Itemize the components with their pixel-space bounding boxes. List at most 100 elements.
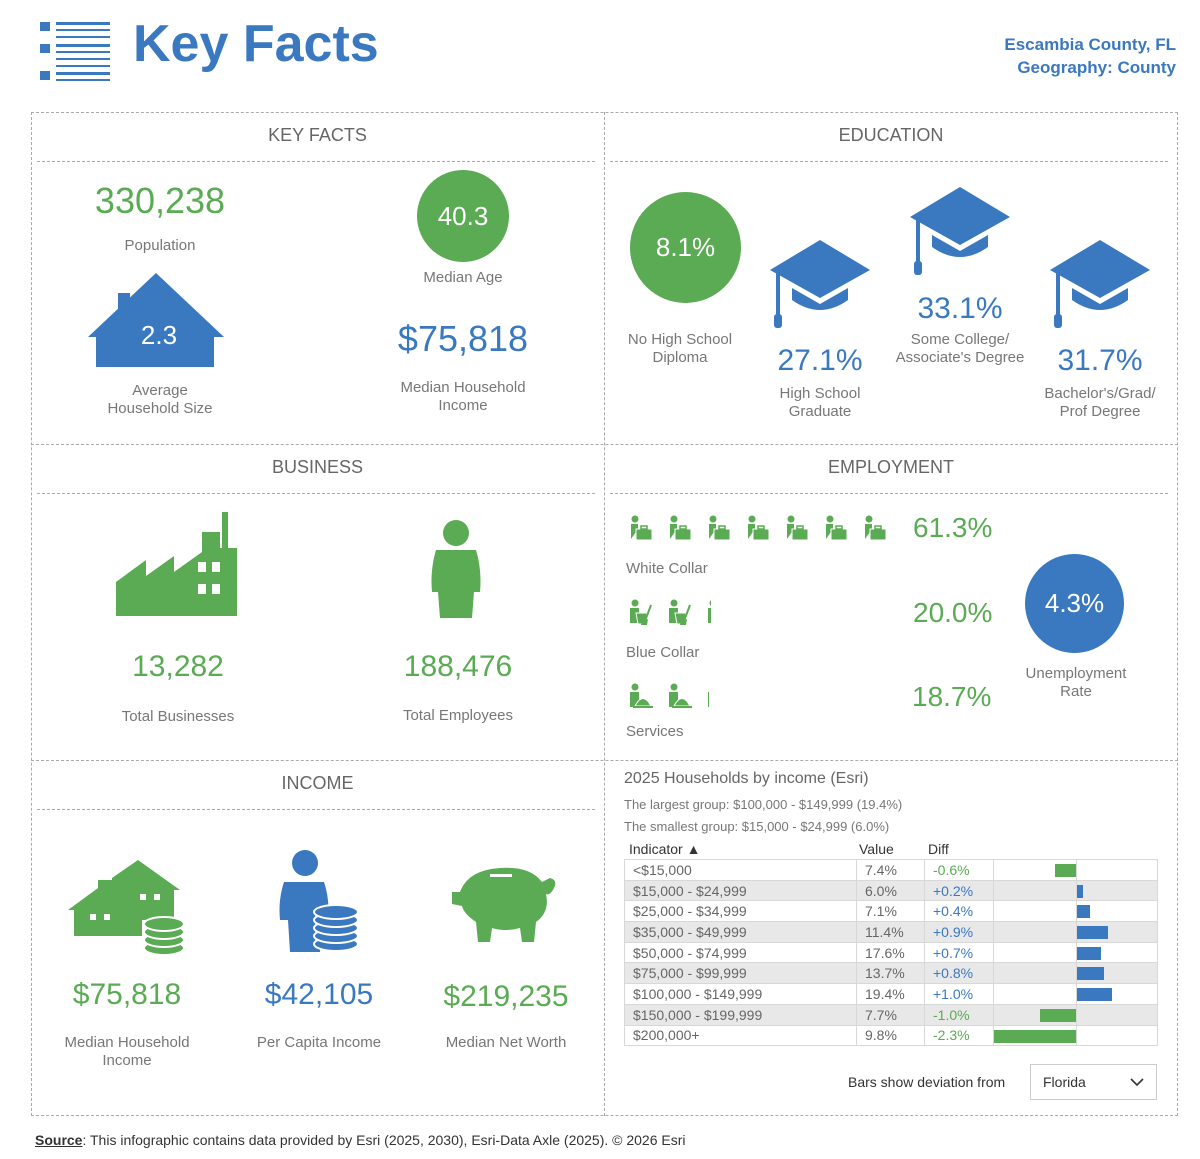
no-high-school-label: No High School Diploma — [605, 331, 755, 367]
blue-collar-label: Blue Collar — [626, 644, 700, 661]
no-high-school-circle: 8.1% — [630, 192, 741, 303]
label-line: Median Household — [64, 1034, 190, 1051]
white-collar-worker-icon — [862, 515, 888, 543]
services-value: 18.7% — [912, 681, 992, 712]
table-row: $100,000 - $149,999 19.4% +1.0% — [624, 983, 1158, 1005]
bar-cell — [993, 983, 1158, 1005]
indicator-cell: $35,000 - $49,999 — [624, 921, 857, 943]
location-name: Escambia County, FL — [1004, 35, 1176, 54]
households-title: 2025 Households by income (Esri) — [624, 770, 869, 787]
label-line: High School — [779, 385, 861, 402]
column-header-value[interactable]: Value — [859, 841, 894, 857]
house-icon — [88, 273, 224, 367]
location: Escambia County, FL Geography: County — [1004, 33, 1176, 79]
value-cell: 13.7% — [856, 962, 925, 985]
value-cell: 19.4% — [856, 983, 925, 1005]
diff-cell: -0.6% — [924, 859, 994, 881]
population-value: 330,238 — [94, 180, 226, 221]
indicator-cell: $50,000 - $74,999 — [624, 941, 857, 964]
table-row: <$15,000 7.4% -0.6% — [624, 859, 1158, 881]
services-worker-icon — [628, 683, 654, 711]
largest-group: The largest group: $100,000 - $149,999 (… — [624, 797, 903, 812]
total-employees-label: Total Employees — [402, 707, 514, 724]
table-row: $35,000 - $49,999 11.4% +0.9% — [624, 921, 1158, 943]
some-college-label: Some College/Associate's Degree — [880, 331, 1040, 367]
bachelors-label: Bachelor's/Grad/Prof Degree — [1020, 385, 1180, 421]
population-label: Population — [124, 237, 196, 254]
bar-cell — [993, 900, 1158, 923]
white-collar-icons — [628, 515, 888, 543]
white-collar-value: 61.3% — [913, 512, 993, 543]
bar-cell — [993, 859, 1158, 881]
unemployment-label: Unemployment Rate — [1000, 665, 1152, 701]
label-line: No High School — [627, 331, 733, 348]
education-title: EDUCATION — [838, 125, 944, 145]
services-worker-icon — [706, 683, 709, 711]
value-cell: 17.6% — [856, 941, 925, 964]
deviation-label: Bars show deviation from — [848, 1074, 1006, 1090]
bachelors-value: 31.7% — [1057, 344, 1143, 377]
zero-line — [1076, 1025, 1077, 1046]
deviation-bar — [1076, 988, 1112, 1002]
indicator-cell: $100,000 - $149,999 — [624, 983, 857, 1005]
business-title: BUSINESS — [271, 457, 364, 477]
income-median-household-label: Median Household Income — [27, 1034, 227, 1070]
deviation-bar — [1040, 1008, 1076, 1022]
blue-collar-icons — [628, 599, 712, 627]
white-collar-worker-icon — [823, 515, 849, 543]
zero-line — [1076, 922, 1077, 942]
table-row: $200,000+ 9.8% -2.3% — [624, 1024, 1158, 1047]
label-line: Median Household — [400, 379, 526, 396]
white-collar-worker-icon — [745, 515, 771, 543]
employment-title: EMPLOYMENT — [827, 457, 955, 477]
diff-cell: -1.0% — [924, 1003, 994, 1026]
zero-line — [1076, 901, 1077, 922]
bar-cell — [993, 1003, 1158, 1026]
value-cell: 9.8% — [856, 1024, 925, 1047]
chevron-down-icon — [1130, 1078, 1144, 1087]
value-cell: 7.7% — [856, 1003, 925, 1026]
source-link[interactable]: Source — [35, 1132, 83, 1148]
table-row: $15,000 - $24,999 6.0% +0.2% — [624, 879, 1158, 902]
household-size-label: Average Household Size — [60, 382, 260, 418]
table-row: $25,000 - $34,999 7.1% +0.4% — [624, 900, 1158, 923]
net-worth-value: $219,235 — [443, 980, 569, 1013]
blue-collar-worker-icon — [706, 599, 712, 627]
indicator-cell: <$15,000 — [624, 859, 857, 881]
deviation-bar — [1076, 905, 1091, 919]
diff-cell: +1.0% — [924, 983, 994, 1005]
white-collar-worker-icon — [667, 515, 693, 543]
services-label: Services — [626, 723, 684, 740]
indicator-cell: $150,000 - $199,999 — [624, 1003, 857, 1026]
services-worker-icon — [667, 683, 693, 711]
zero-line — [1076, 963, 1077, 984]
bar-cell — [993, 879, 1158, 902]
piggy-bank-icon — [452, 867, 556, 942]
deviation-bar — [1076, 926, 1109, 940]
smallest-group: The smallest group: $15,000 - $24,999 (6… — [624, 819, 890, 834]
deviation-dropdown[interactable]: Florida — [1030, 1064, 1157, 1100]
zero-line — [1076, 984, 1077, 1004]
column-header-indicator[interactable]: Indicator ▲ — [629, 841, 701, 857]
graduation-cap-icon — [770, 240, 870, 328]
table-row: $150,000 - $199,999 7.7% -1.0% — [624, 1003, 1158, 1026]
zero-line — [1076, 880, 1077, 901]
label-line: Income — [438, 397, 488, 414]
median-income-label: Median Household Income — [363, 379, 563, 415]
median-age-label: Median Age — [423, 269, 503, 286]
label-line: Income — [102, 1052, 152, 1069]
total-businesses-label: Total Businesses — [121, 708, 235, 725]
median-age-circle: 40.3 — [417, 170, 509, 262]
value-cell: 6.0% — [856, 879, 925, 902]
footer-text: : This infographic contains data provide… — [82, 1132, 686, 1148]
blue-collar-worker-icon — [628, 599, 654, 627]
indicator-cell: $25,000 - $34,999 — [624, 900, 857, 923]
value-cell: 7.1% — [856, 900, 925, 923]
factory-icon — [116, 512, 237, 616]
column-header-diff[interactable]: Diff — [928, 841, 949, 857]
page-title: Key Facts — [133, 15, 379, 73]
deviation-bar — [1054, 864, 1076, 877]
footer: Source: This infographic contains data p… — [35, 1132, 686, 1148]
high-school-label: High School Graduate — [745, 385, 895, 421]
diff-cell: +0.7% — [924, 941, 994, 964]
